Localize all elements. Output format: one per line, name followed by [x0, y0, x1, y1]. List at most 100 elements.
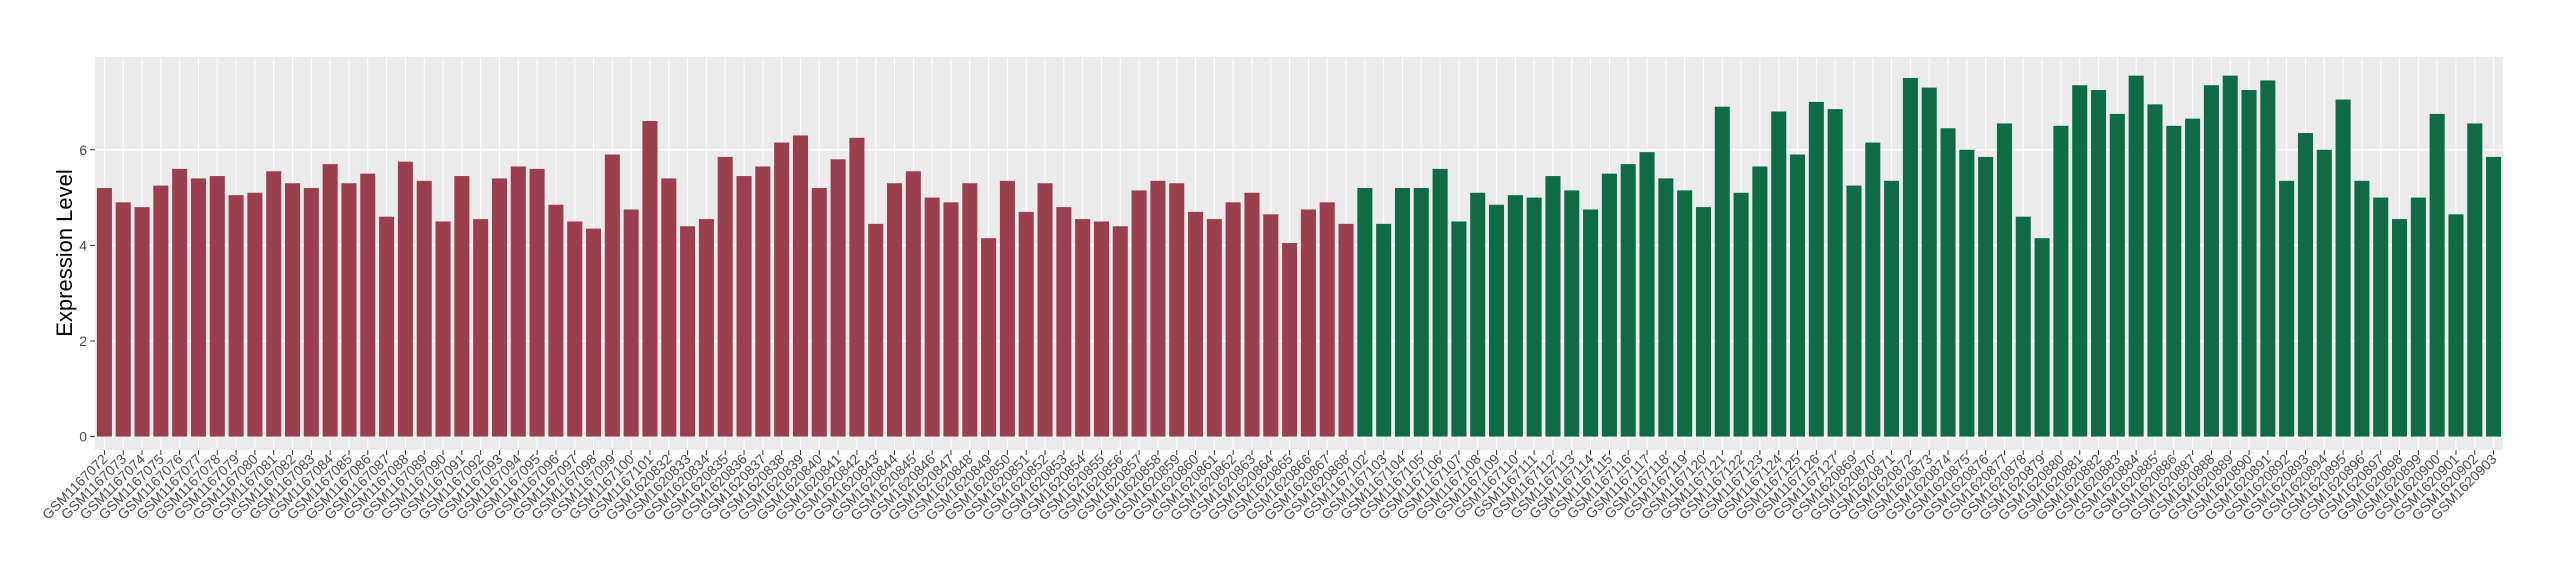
bar [849, 137, 865, 437]
bar [397, 161, 413, 437]
bar [153, 185, 169, 437]
bar [1714, 106, 1730, 437]
bar [1564, 190, 1580, 437]
bar [1921, 87, 1937, 437]
y-axis-label: Expression Level [52, 169, 77, 337]
bar [1489, 204, 1505, 437]
bar [491, 178, 507, 437]
bar [698, 219, 714, 437]
bar [1413, 188, 1429, 437]
bar [1169, 183, 1185, 437]
bar [1752, 166, 1768, 437]
bar [2015, 216, 2031, 437]
bar [473, 219, 489, 437]
bar [1432, 168, 1448, 437]
bar [1131, 190, 1147, 437]
bar [1376, 223, 1392, 437]
bar [755, 166, 771, 437]
bar [774, 142, 790, 437]
bar [529, 168, 545, 437]
bar [1639, 152, 1655, 437]
bar [1978, 156, 1994, 437]
y-tick-label: 2 [79, 333, 87, 349]
bar [2392, 219, 2408, 437]
bar [868, 223, 884, 437]
bar [1959, 149, 1975, 437]
bar [2128, 75, 2144, 437]
bar [1470, 192, 1486, 437]
bar [2053, 125, 2069, 437]
bar [1206, 219, 1222, 437]
bar [1846, 185, 1862, 437]
bar [510, 166, 526, 437]
bar [905, 171, 921, 437]
bar [1620, 164, 1636, 437]
bar [1808, 101, 1824, 437]
bar [1771, 111, 1787, 437]
bar [1394, 188, 1410, 437]
bar [360, 173, 376, 437]
bar [435, 221, 451, 437]
bar [1112, 226, 1128, 437]
bar [2147, 104, 2163, 437]
bar [209, 176, 225, 437]
bar [1677, 190, 1693, 437]
bar [604, 154, 620, 437]
bar [830, 159, 846, 437]
bar [247, 192, 263, 437]
bar [1733, 192, 1749, 437]
bar [2354, 180, 2370, 437]
bar [586, 228, 602, 437]
bar [1865, 142, 1881, 437]
bar [322, 164, 338, 437]
bar [1188, 211, 1204, 437]
bar [661, 178, 677, 437]
bar [548, 204, 564, 437]
bar [1093, 221, 1109, 437]
bar [2034, 238, 2050, 437]
bar [1282, 242, 1298, 437]
bar [341, 183, 357, 437]
bar [1244, 192, 1260, 437]
bar [1037, 183, 1053, 437]
bar [2091, 89, 2107, 437]
bar [1507, 195, 1523, 437]
bar [811, 188, 827, 437]
bar [2316, 149, 2332, 437]
bar [1940, 128, 1956, 437]
bar [2203, 85, 2219, 437]
bar [2166, 125, 2182, 437]
bar [1884, 180, 1900, 437]
bar [642, 121, 658, 437]
bar [623, 209, 639, 437]
bar [285, 183, 301, 437]
bar [2185, 118, 2201, 437]
bar [2222, 75, 2238, 437]
bar [2260, 80, 2276, 437]
bar [792, 135, 808, 437]
bar [924, 197, 940, 437]
bar [266, 171, 282, 437]
bar [717, 156, 733, 437]
bar [2448, 214, 2464, 437]
bar [1526, 197, 1542, 437]
bar [999, 180, 1015, 437]
bar [1583, 209, 1599, 437]
bar [2335, 99, 2351, 437]
bar [379, 216, 395, 437]
bar [96, 188, 112, 437]
bar [172, 168, 188, 437]
bar [454, 176, 470, 437]
bar [1902, 78, 1918, 437]
bar [2410, 197, 2426, 437]
bar [2072, 85, 2088, 437]
bar [1357, 188, 1373, 437]
bar [1601, 173, 1617, 437]
bar [115, 202, 131, 437]
bar [981, 238, 997, 437]
bar [1018, 211, 1034, 437]
bar [1075, 219, 1091, 437]
y-tick-label: 0 [79, 429, 87, 445]
bar [887, 183, 903, 437]
